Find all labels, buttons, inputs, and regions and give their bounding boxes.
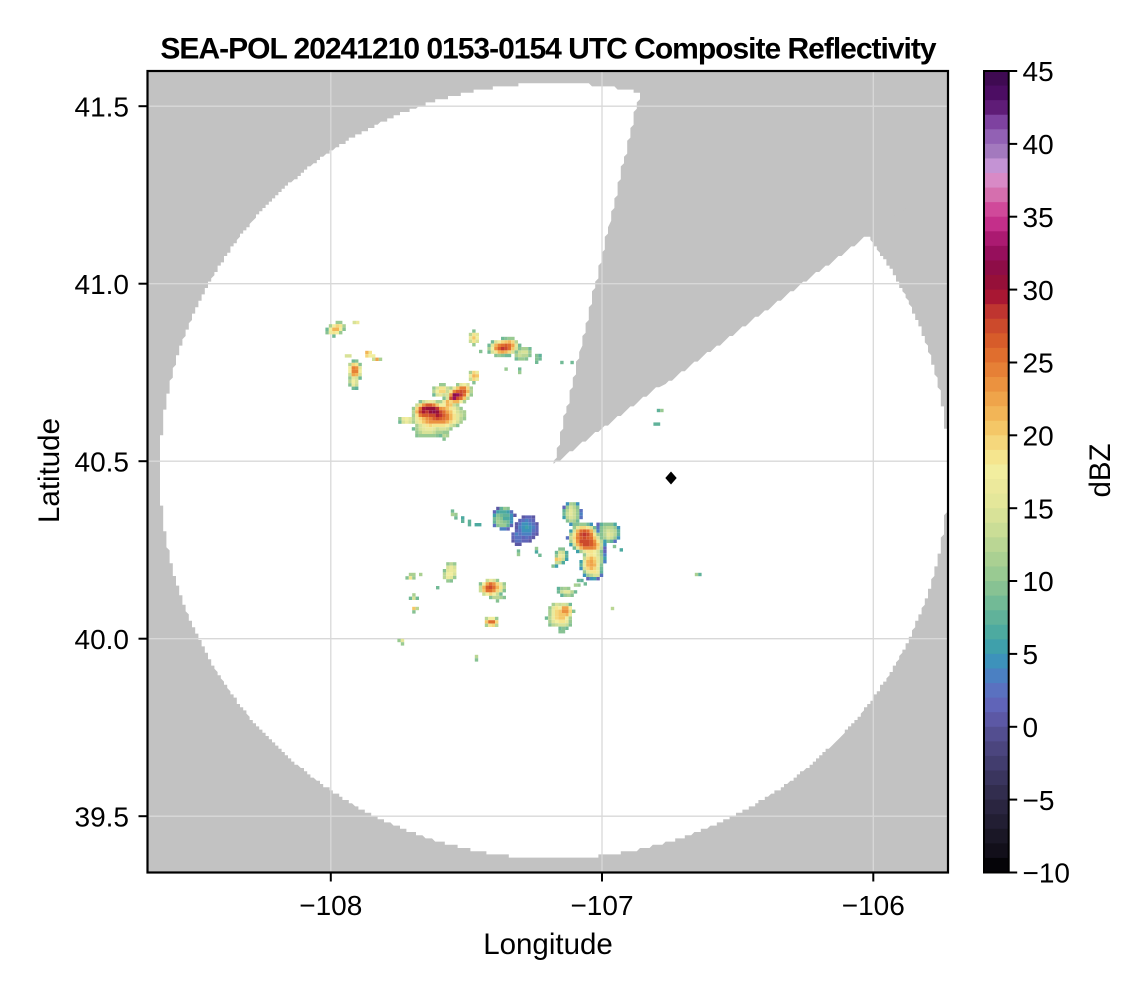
svg-text:Longitude: Longitude xyxy=(483,928,613,961)
svg-text:40.5: 40.5 xyxy=(75,446,130,477)
svg-text:25: 25 xyxy=(1023,348,1054,379)
svg-text:0: 0 xyxy=(1023,712,1039,743)
svg-text:30: 30 xyxy=(1023,275,1054,306)
svg-text:Latitude: Latitude xyxy=(33,418,66,523)
svg-text:−107: −107 xyxy=(570,890,633,921)
svg-text:35: 35 xyxy=(1023,202,1054,233)
svg-text:−108: −108 xyxy=(299,890,362,921)
svg-text:39.5: 39.5 xyxy=(75,801,130,832)
svg-text:41.5: 41.5 xyxy=(75,91,130,122)
svg-text:41.0: 41.0 xyxy=(75,269,130,300)
svg-text:40: 40 xyxy=(1023,129,1054,160)
svg-text:40.0: 40.0 xyxy=(75,624,130,655)
svg-text:5: 5 xyxy=(1023,639,1039,670)
svg-text:dBZ: dBZ xyxy=(1084,443,1117,497)
svg-text:−10: −10 xyxy=(1023,858,1071,889)
svg-text:10: 10 xyxy=(1023,566,1054,597)
svg-text:45: 45 xyxy=(1023,56,1054,87)
svg-text:−5: −5 xyxy=(1023,785,1055,816)
svg-text:SEA-POL 20241210 0153-0154 UTC: SEA-POL 20241210 0153-0154 UTC Composite… xyxy=(160,33,936,66)
svg-text:−106: −106 xyxy=(842,890,905,921)
svg-text:20: 20 xyxy=(1023,421,1054,452)
svg-text:15: 15 xyxy=(1023,493,1054,524)
